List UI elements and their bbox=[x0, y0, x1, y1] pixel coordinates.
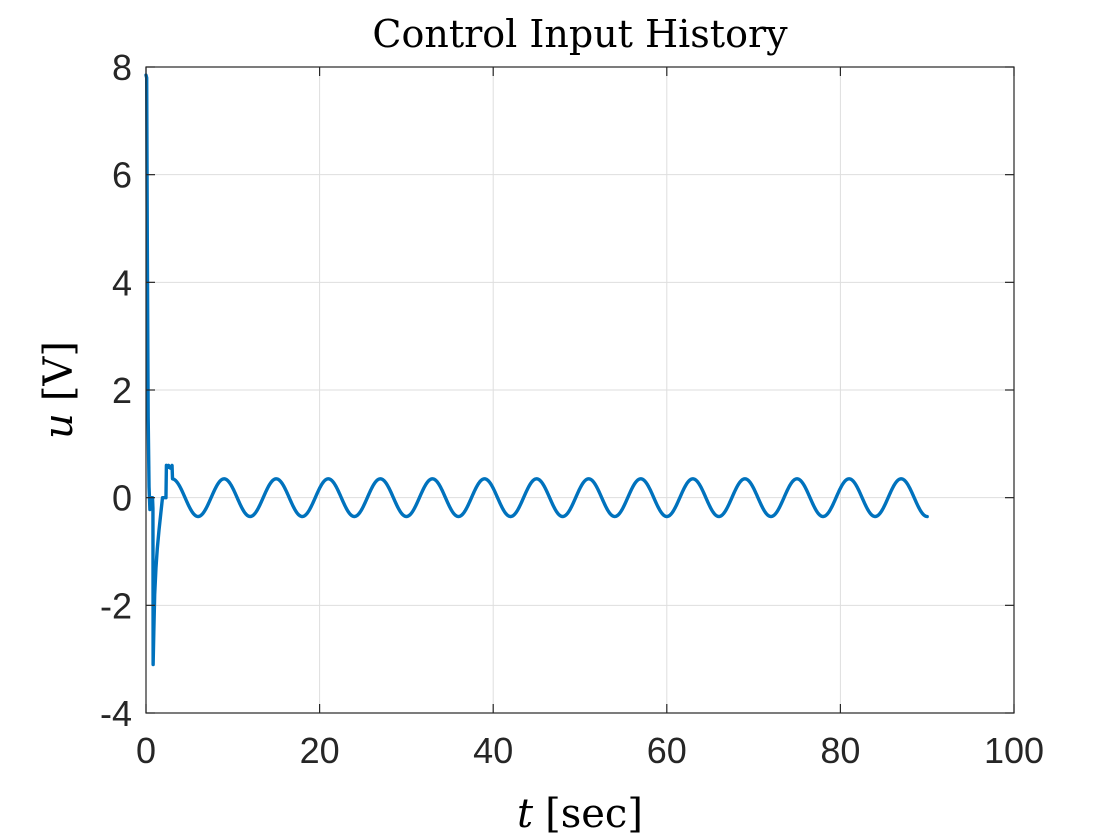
data-series-group bbox=[144, 73, 929, 667]
x-tick-label: 100 bbox=[984, 730, 1044, 771]
x-tick-label: 60 bbox=[647, 730, 687, 771]
x-axis-unit: [sec] bbox=[545, 791, 643, 837]
y-tick-label: 8 bbox=[112, 47, 132, 88]
x-tick-label: 20 bbox=[300, 730, 340, 771]
y-tick-label: 4 bbox=[112, 262, 132, 303]
chart-title: Control Input History bbox=[372, 12, 788, 56]
control-input-series-line bbox=[144, 73, 929, 667]
x-axis-variable: t bbox=[517, 791, 534, 837]
y-axis-variable: u bbox=[36, 413, 82, 439]
axis-ticks bbox=[145, 66, 1015, 714]
x-tick-label: 40 bbox=[473, 730, 513, 771]
x-tick-label: 0 bbox=[136, 730, 156, 771]
y-axis-unit: [V] bbox=[36, 341, 82, 401]
x-tick-label: 80 bbox=[820, 730, 860, 771]
tick-labels: 0 20 40 60 80 100 -4 -2 0 2 4 6 8 bbox=[100, 47, 1044, 771]
y-tick-label: 0 bbox=[112, 478, 132, 519]
y-tick-label: -4 bbox=[100, 693, 132, 734]
y-axis-label: u [V] bbox=[36, 341, 82, 439]
y-tick-label: 2 bbox=[112, 370, 132, 411]
x-axis-label: t [sec] bbox=[517, 791, 643, 837]
y-tick-label: 6 bbox=[112, 155, 132, 196]
y-tick-label: -2 bbox=[100, 585, 132, 626]
